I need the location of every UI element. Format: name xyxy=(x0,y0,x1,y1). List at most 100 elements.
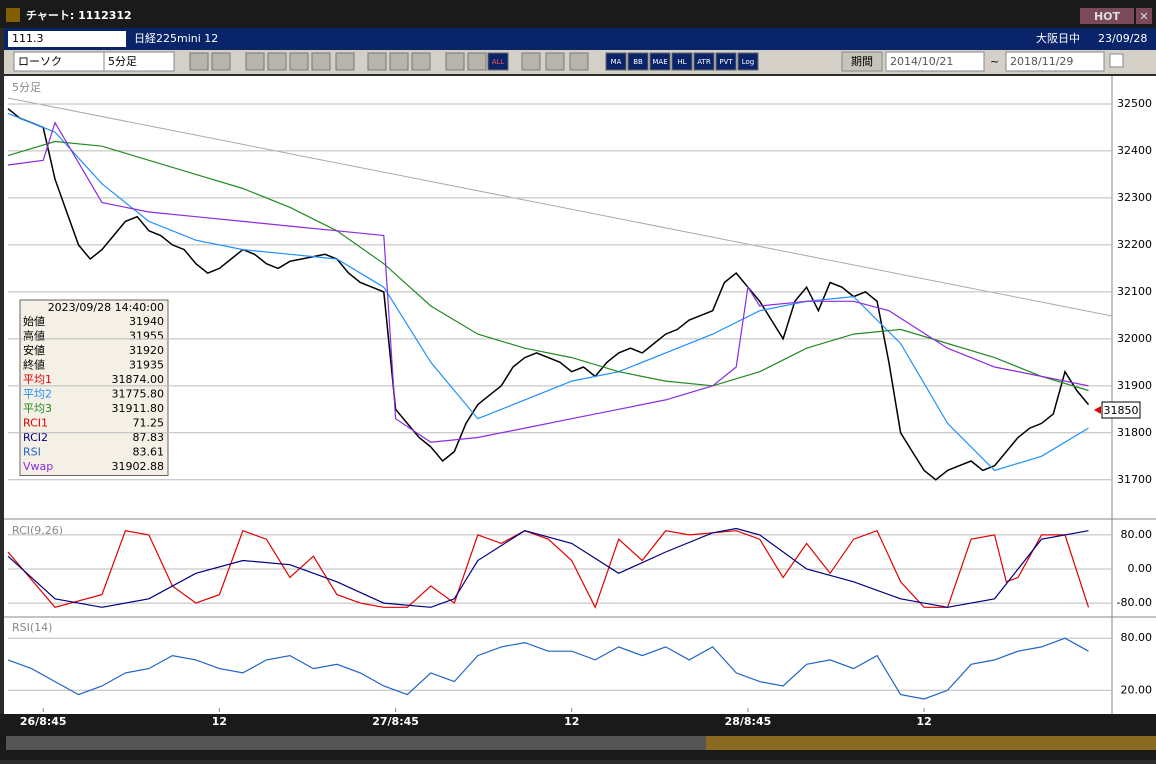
y-tick-label: 31700 xyxy=(1117,473,1152,486)
hot-button[interactable] xyxy=(1080,8,1134,24)
tool-icon[interactable] xyxy=(367,52,387,71)
tool-icon[interactable] xyxy=(335,52,355,71)
tool-icon[interactable] xyxy=(411,52,431,71)
x-tick-label: 12 xyxy=(564,715,579,728)
x-tick-label: 26/8:45 xyxy=(20,715,67,728)
trend-line xyxy=(7,97,1113,317)
info-key: 高値 xyxy=(23,329,45,343)
app-icon xyxy=(6,8,20,22)
from-text: 2014/10/21 xyxy=(890,55,953,68)
series-line xyxy=(7,527,1089,608)
info-datetime: 2023/09/28 14:40:00 xyxy=(48,301,164,314)
tool-button-label: BB xyxy=(633,58,643,66)
date: 23/09/28 xyxy=(1098,32,1147,45)
y-tick-label: 32300 xyxy=(1117,191,1152,204)
y-tick-label: 32000 xyxy=(1117,332,1152,345)
info-value: 31874.00 xyxy=(112,373,165,386)
symbol-bar xyxy=(4,28,1156,50)
info-box-bg xyxy=(19,299,169,476)
info-key: RSI xyxy=(23,446,41,459)
x-tick-label: 28/8:45 xyxy=(725,715,772,728)
series-line xyxy=(7,121,1089,443)
info-value: 31920 xyxy=(129,344,164,357)
period-button[interactable] xyxy=(841,51,883,72)
tool-icon[interactable] xyxy=(289,52,309,71)
y-tick-label: 80.00 xyxy=(1121,631,1153,644)
window-title: チャート: 1112312 xyxy=(26,9,132,22)
tilde: ~ xyxy=(990,55,999,68)
plot-area xyxy=(4,76,1112,714)
tool-button[interactable] xyxy=(627,52,649,71)
series-line xyxy=(7,140,1089,392)
info-value: 87.83 xyxy=(133,431,165,444)
tool-icon[interactable] xyxy=(467,52,487,71)
y-tick-label: 80.00 xyxy=(1121,528,1153,541)
tool-icon[interactable] xyxy=(211,52,231,71)
info-value: 31935 xyxy=(129,359,164,372)
tool-icon[interactable] xyxy=(389,52,409,71)
tool-button-label: MA xyxy=(611,58,622,66)
info-value: 31940 xyxy=(129,315,164,328)
tool-icon[interactable] xyxy=(189,52,209,71)
series-line xyxy=(7,529,1090,609)
tool-button[interactable] xyxy=(487,52,509,71)
x-tick-label: 12 xyxy=(916,715,931,728)
tool-button[interactable] xyxy=(605,52,627,71)
y-tick-label: 31900 xyxy=(1117,379,1152,392)
info-key: 始値 xyxy=(23,314,45,328)
close-button[interactable] xyxy=(1136,8,1152,24)
to-text: 2018/11/29 xyxy=(1010,55,1073,68)
x-tick-label: 27/8:45 xyxy=(372,715,419,728)
tool-icon[interactable] xyxy=(311,52,331,71)
instrument-name: 日経225mini 12 xyxy=(134,32,218,45)
tool-button[interactable] xyxy=(737,52,759,71)
series-line xyxy=(7,112,1089,472)
price-tag-label: 31850 xyxy=(1104,404,1139,417)
panel-title: RSI(14) xyxy=(12,621,52,634)
hot-label[interactable]: HOT xyxy=(1094,10,1121,23)
tool-button-label: PVT xyxy=(719,58,733,66)
tool-button[interactable] xyxy=(649,52,671,71)
interval-select[interactable] xyxy=(103,51,175,72)
info-key: 安値 xyxy=(23,343,45,357)
checkbox[interactable] xyxy=(1109,53,1124,68)
panel-title: 5分足 xyxy=(12,81,41,94)
scrollbar-thumb[interactable] xyxy=(706,736,1156,750)
tool-button[interactable] xyxy=(693,52,715,71)
tool-button[interactable] xyxy=(715,52,737,71)
y-tick-label: 31800 xyxy=(1117,426,1152,439)
tool-icon[interactable] xyxy=(545,52,565,71)
panel-title: RCI(9,26) xyxy=(12,524,63,537)
info-key: 平均3 xyxy=(23,402,52,415)
info-value: 31955 xyxy=(129,330,164,343)
toolbar-buttons: ALL MA BB MAE HL ATR PVT Log xyxy=(189,52,759,71)
info-key: 平均1 xyxy=(23,373,52,386)
info-key: RCI2 xyxy=(23,431,48,444)
tool-button-label: HL xyxy=(677,58,686,66)
price-tag xyxy=(1101,401,1141,419)
y-tick-label: 32200 xyxy=(1117,238,1152,251)
tool-button-label: Log xyxy=(742,58,755,66)
period-label[interactable]: 期間 xyxy=(851,55,873,68)
y-tick-label: 32100 xyxy=(1117,285,1152,298)
tool-icon[interactable] xyxy=(267,52,287,71)
y-tick-label: 32400 xyxy=(1117,144,1152,157)
from-date[interactable] xyxy=(885,51,985,72)
tool-icon[interactable] xyxy=(569,52,589,71)
code: 111.3 xyxy=(12,32,44,45)
tool-icon[interactable] xyxy=(445,52,465,71)
info-key: Vwap xyxy=(23,460,53,473)
tool-button[interactable] xyxy=(671,52,693,71)
scrollbar-track[interactable] xyxy=(6,736,706,750)
tool-icon[interactable] xyxy=(521,52,541,71)
tool-icon[interactable] xyxy=(245,52,265,71)
interval: 5分足 xyxy=(108,55,137,68)
x-tick-label: 12 xyxy=(212,715,227,728)
to-date[interactable] xyxy=(1005,51,1105,72)
code-box[interactable] xyxy=(8,31,126,47)
info-value: 31902.88 xyxy=(112,460,165,473)
info-value: 71.25 xyxy=(133,417,165,430)
close-icon[interactable]: ✕ xyxy=(1139,10,1148,23)
